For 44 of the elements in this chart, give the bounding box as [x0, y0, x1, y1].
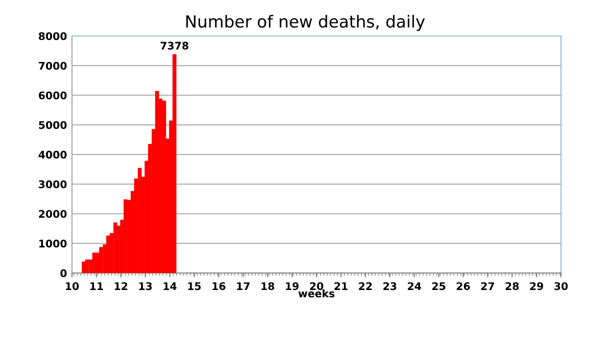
bar — [162, 100, 166, 273]
y-tick-label: 8000 — [38, 32, 67, 40]
bar — [106, 235, 110, 273]
y-tick-label: 6000 — [38, 91, 67, 100]
x-axis-title: weeks — [298, 289, 334, 298]
x-tick-label: 26 — [456, 282, 470, 290]
x-tick-label: 25 — [432, 282, 446, 290]
bar — [82, 262, 86, 273]
bar — [113, 222, 118, 273]
data-label: 7378 — [160, 42, 188, 50]
bar — [92, 252, 96, 273]
x-tick-label: 12 — [114, 282, 128, 290]
x-tick-label: 29 — [530, 282, 544, 290]
x-tick-label: 18 — [262, 282, 274, 290]
x-tick-label: 17 — [237, 282, 250, 290]
x-tick-label: 30 — [554, 282, 568, 290]
x-tick-label: 16 — [212, 282, 226, 290]
y-tick-label: 5000 — [38, 121, 67, 129]
y-tick-label: 7000 — [38, 62, 67, 70]
bar — [85, 259, 90, 273]
y-tick-label: 4000 — [38, 150, 67, 159]
x-tick-label: 21 — [334, 282, 348, 290]
chart-title: Number of new deaths, daily — [186, 14, 425, 31]
bar — [124, 199, 128, 273]
bar — [138, 168, 142, 273]
y-tick-label: 2000 — [38, 210, 67, 218]
x-tick-label: 27 — [481, 282, 494, 290]
x-tick-label: 10 — [66, 282, 79, 290]
y-tick-label: 3000 — [38, 180, 67, 188]
x-tick-label: 15 — [188, 282, 201, 290]
x-tick-label: 20 — [310, 282, 324, 290]
bar — [99, 247, 104, 273]
bar — [155, 90, 160, 273]
bar — [172, 54, 176, 273]
x-tick-label: 19 — [286, 282, 299, 290]
y-tick-label: 0 — [60, 269, 67, 278]
x-tick-label: 22 — [358, 282, 372, 290]
y-tick-label: 1000 — [39, 240, 67, 248]
x-tick-label: 13 — [139, 282, 152, 290]
x-tick-label: 24 — [408, 282, 422, 290]
x-tick-label: 23 — [383, 282, 396, 290]
x-tick-label: 11 — [90, 282, 103, 290]
x-tick-label: 14 — [164, 282, 177, 290]
x-tick-label: 28 — [506, 282, 519, 290]
